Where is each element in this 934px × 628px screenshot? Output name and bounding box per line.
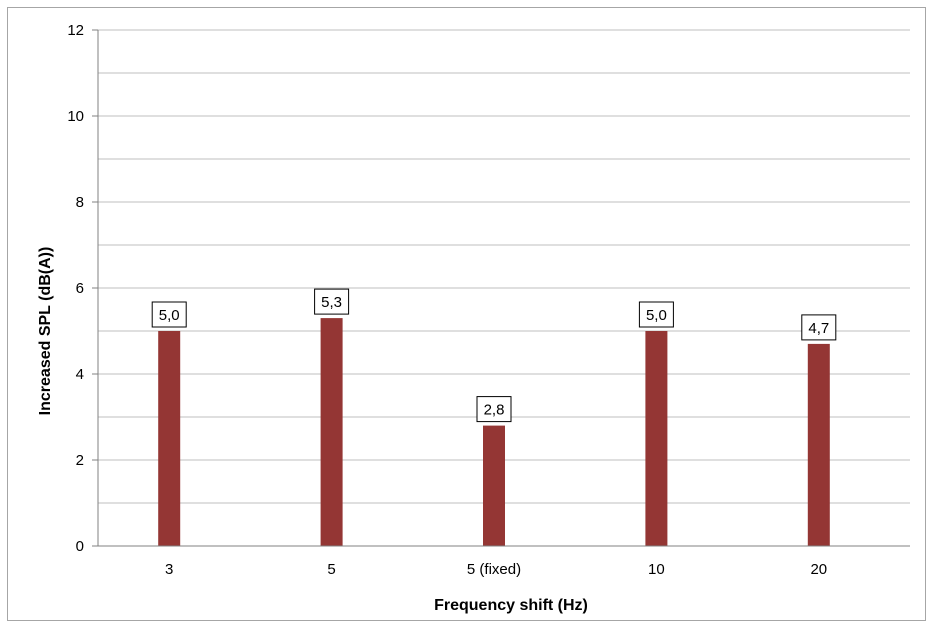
y-tick-label: 2: [76, 452, 84, 469]
data-label: 5,0: [159, 307, 180, 324]
bar: [483, 425, 505, 546]
data-label-box: [476, 396, 512, 423]
data-label: 5,3: [321, 294, 342, 311]
x-tick-label: 5: [327, 561, 335, 578]
data-label-box: [638, 301, 674, 328]
y-tick-label: 8: [76, 194, 84, 211]
bar: [645, 331, 668, 546]
gridlines: [98, 29, 910, 504]
x-tick-label: 20: [810, 561, 827, 578]
x-tick-label: 10: [648, 561, 665, 578]
y-tick-label: 10: [67, 108, 84, 125]
data-labels: 5,0 5,3 2,8 5,0 4,7: [151, 288, 837, 423]
data-label-box: [314, 288, 350, 315]
bars: [158, 318, 830, 546]
data-label: 5,0: [646, 307, 667, 324]
bar: [320, 318, 343, 546]
data-label: 2,8: [484, 402, 505, 419]
y-tick-label: 0: [76, 538, 84, 555]
bar: [807, 343, 830, 546]
x-axis-ticks: 3 5 5 (fixed) 10 20: [165, 561, 827, 578]
y-tick-label: 12: [67, 22, 84, 39]
bar: [158, 331, 181, 546]
y-tick-label: 6: [76, 280, 84, 297]
y-axis-title: Increased SPL (dB(A)): [37, 247, 54, 416]
data-label-box: [151, 301, 187, 328]
data-label: 4,7: [808, 320, 829, 337]
data-label-box: [801, 314, 837, 341]
y-tick-label: 4: [76, 366, 84, 383]
x-axis-title: Frequency shift (Hz): [434, 597, 588, 614]
x-tick-label: 5 (fixed): [467, 561, 521, 578]
x-tick-label: 3: [165, 561, 173, 578]
y-axis-ticks: 0 2 4 6 8 10 12: [67, 22, 98, 555]
